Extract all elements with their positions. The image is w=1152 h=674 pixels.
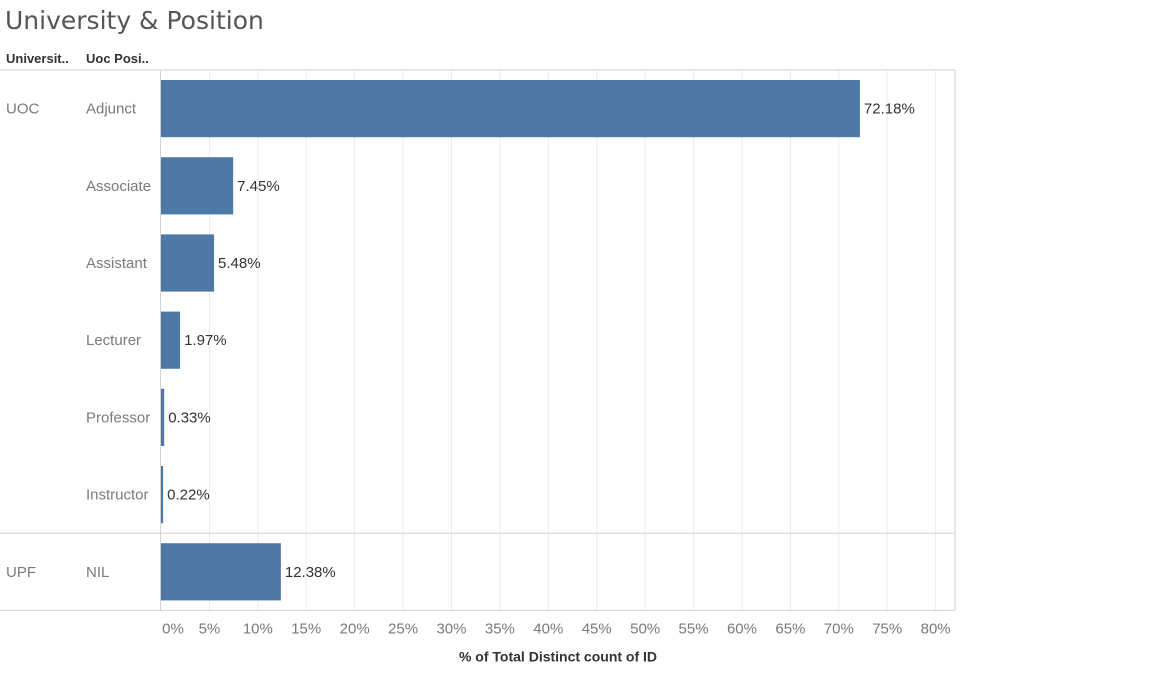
x-tick-label: 10% <box>243 620 273 637</box>
x-tick-label: 20% <box>340 620 370 637</box>
x-tick-label: 45% <box>582 620 612 637</box>
x-tick-label: 35% <box>485 620 515 637</box>
x-tick-label: 65% <box>775 620 805 637</box>
position-label[interactable]: Associate <box>86 178 151 195</box>
bar[interactable] <box>161 234 215 292</box>
bar-value-label: 72.18% <box>864 101 915 118</box>
university-column-header[interactable]: Universit.. <box>6 51 69 66</box>
x-tick-label: 40% <box>533 620 563 637</box>
position-label[interactable]: Assistant <box>86 255 148 272</box>
bar-value-label: 0.33% <box>168 409 211 426</box>
bar[interactable] <box>161 157 234 215</box>
bar-value-label: 0.22% <box>167 487 210 504</box>
x-tick-label: 75% <box>872 620 902 637</box>
chart-title: University & Position <box>5 6 264 35</box>
bar[interactable] <box>161 466 164 524</box>
x-axis-title: % of Total Distinct count of ID <box>459 648 657 664</box>
bar-value-label: 12.38% <box>285 564 336 581</box>
bar[interactable] <box>161 80 860 138</box>
position-label[interactable]: Instructor <box>86 487 149 504</box>
x-tick-label: 0% <box>162 620 184 637</box>
x-tick-label: 15% <box>291 620 321 637</box>
bar[interactable] <box>161 543 281 601</box>
x-tick-label: 5% <box>199 620 221 637</box>
university-label[interactable]: UOC <box>6 101 40 118</box>
x-tick-label: 30% <box>436 620 466 637</box>
bar-value-label: 1.97% <box>184 332 227 349</box>
x-tick-label: 80% <box>921 620 951 637</box>
bar-value-label: 7.45% <box>237 178 280 195</box>
position-label[interactable]: Lecturer <box>86 332 141 349</box>
x-tick-label: 55% <box>679 620 709 637</box>
position-column-header[interactable]: Uoc Posi.. <box>86 51 149 66</box>
position-label[interactable]: NIL <box>86 564 109 581</box>
x-tick-label: 25% <box>388 620 418 637</box>
bar-value-label: 5.48% <box>218 255 261 272</box>
x-tick-label: 50% <box>630 620 660 637</box>
university-label[interactable]: UPF <box>6 564 36 581</box>
position-label[interactable]: Adjunct <box>86 101 137 118</box>
x-tick-label: 70% <box>824 620 854 637</box>
bar[interactable] <box>161 388 165 446</box>
position-label[interactable]: Professor <box>86 409 150 426</box>
x-tick-label: 60% <box>727 620 757 637</box>
bar[interactable] <box>161 311 181 369</box>
